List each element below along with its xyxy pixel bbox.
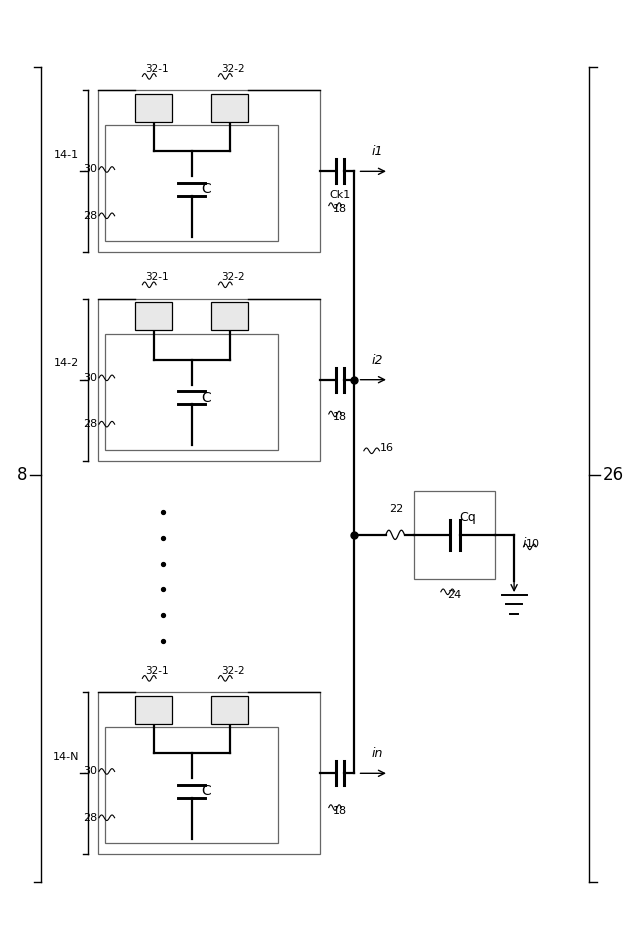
Text: 10: 10 — [525, 539, 540, 549]
Bar — [135, 696, 172, 724]
Text: Ck1: Ck1 — [330, 190, 351, 200]
Text: i: i — [522, 537, 525, 550]
Text: 32-2: 32-2 — [221, 64, 244, 73]
Bar — [105, 334, 278, 449]
Bar — [105, 125, 278, 242]
Text: 14-1: 14-1 — [54, 149, 79, 160]
Bar — [414, 491, 495, 579]
Text: 32-1: 32-1 — [145, 272, 168, 282]
Text: 30: 30 — [83, 766, 97, 776]
Text: 28: 28 — [83, 211, 97, 221]
Text: 18: 18 — [333, 204, 347, 213]
Bar — [135, 94, 172, 122]
Text: 32-2: 32-2 — [221, 666, 244, 676]
Text: C: C — [201, 784, 211, 798]
Bar — [211, 94, 248, 122]
Text: 32-1: 32-1 — [145, 666, 168, 676]
Bar — [211, 696, 248, 724]
Text: 32-1: 32-1 — [145, 64, 168, 73]
Text: 8: 8 — [17, 465, 28, 484]
Text: in: in — [372, 747, 383, 760]
Bar — [98, 299, 320, 461]
Text: 14-N: 14-N — [52, 752, 79, 761]
Text: C: C — [201, 390, 211, 404]
Text: 32-2: 32-2 — [221, 272, 244, 282]
Bar — [98, 90, 320, 252]
Text: 14-2: 14-2 — [54, 358, 79, 368]
Text: 26: 26 — [603, 465, 624, 484]
Text: 28: 28 — [83, 419, 97, 430]
Text: Cq: Cq — [460, 510, 476, 524]
Text: i1: i1 — [372, 146, 383, 158]
Text: 30: 30 — [83, 373, 97, 383]
Text: 18: 18 — [333, 412, 347, 422]
Text: 16: 16 — [380, 443, 394, 453]
Text: 28: 28 — [83, 813, 97, 822]
Text: C: C — [201, 182, 211, 196]
Text: 24: 24 — [447, 590, 461, 600]
Text: i2: i2 — [372, 353, 383, 367]
Bar — [98, 692, 320, 854]
Text: 30: 30 — [83, 164, 97, 175]
Text: 18: 18 — [333, 806, 347, 816]
Bar — [105, 728, 278, 843]
Text: 22: 22 — [389, 505, 403, 514]
Bar — [135, 303, 172, 330]
Bar — [211, 303, 248, 330]
